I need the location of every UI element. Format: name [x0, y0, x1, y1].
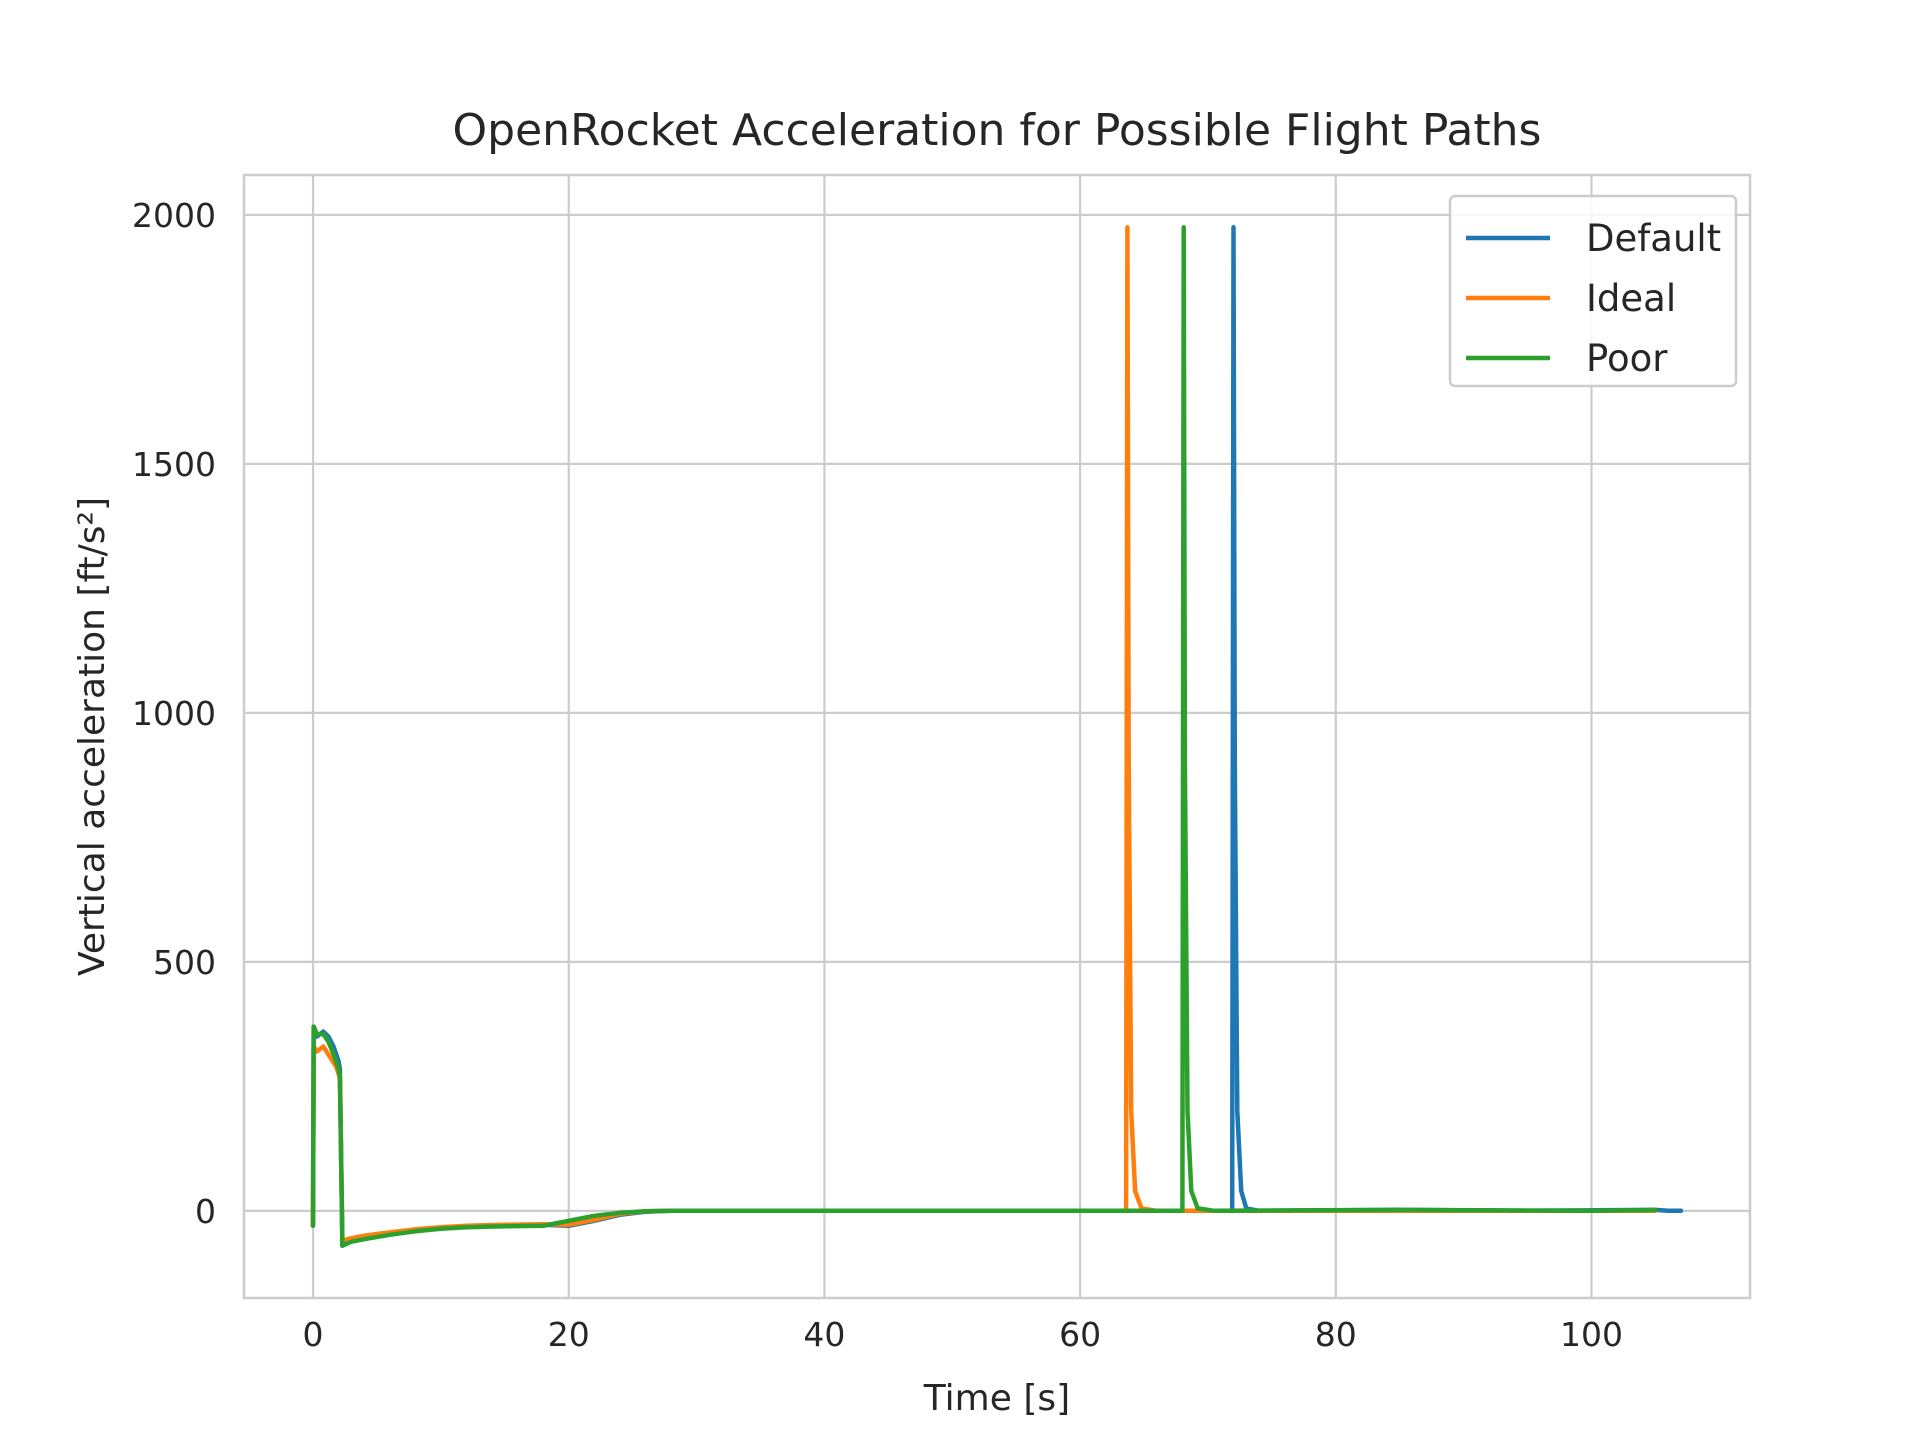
plot-frame — [242, 173, 1752, 1300]
x-tick-label: 100 — [1560, 1315, 1623, 1354]
y-tick-label: 2000 — [132, 196, 216, 235]
x-tick-label: 40 — [803, 1315, 845, 1354]
x-tick-label: 20 — [548, 1315, 590, 1354]
x-tick-label: 0 — [303, 1315, 324, 1354]
y-tick-label: 500 — [153, 943, 216, 982]
series-lines — [310, 225, 1684, 1248]
x-tick-label: 60 — [1059, 1315, 1101, 1354]
y-tick-label: 0 — [195, 1192, 216, 1231]
x-tick-label: 80 — [1315, 1315, 1357, 1354]
y-axis-label: Vertical acceleration [ft/s²] — [72, 497, 113, 976]
y-tick-label: 1000 — [132, 694, 216, 733]
chart-title: OpenRocket Acceleration for Possible Fli… — [453, 105, 1542, 156]
y-tick-label: 1500 — [132, 445, 216, 484]
legend-label-ideal: Ideal — [1586, 277, 1676, 320]
legend-label-poor: Poor — [1586, 337, 1668, 380]
x-axis-label: Time [s] — [923, 1378, 1070, 1419]
legend-box — [1448, 194, 1738, 388]
legend-label-default: Default — [1586, 217, 1721, 260]
series-line-poor — [310, 225, 1658, 1248]
legend: Default Ideal Poor — [1448, 194, 1738, 388]
